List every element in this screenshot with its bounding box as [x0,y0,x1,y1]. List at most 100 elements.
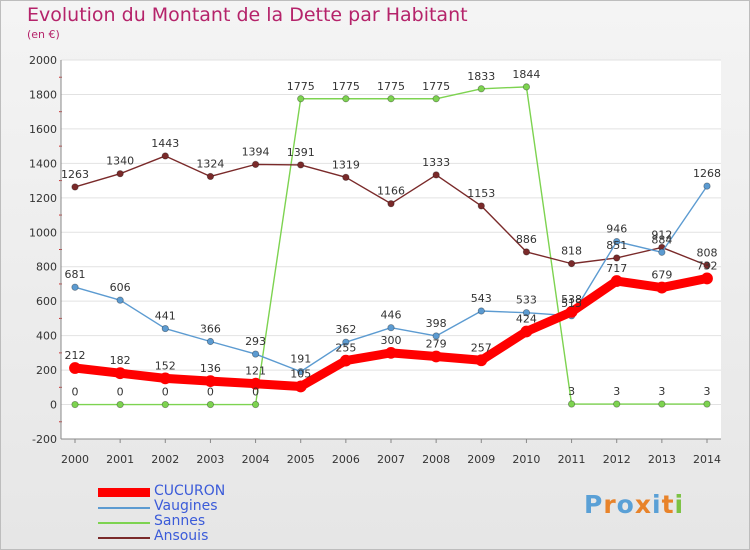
data-label: 1263 [61,168,89,181]
data-label: 1166 [377,185,405,198]
data-label: 912 [651,228,672,241]
data-point [294,380,307,393]
data-label: 851 [606,239,627,252]
data-label: 255 [335,342,356,355]
data-point [297,161,305,169]
data-point [658,248,666,256]
data-label: 681 [65,268,86,281]
data-point [71,400,79,409]
y-tick-label: 2000 [29,54,57,67]
data-point [339,354,352,367]
data-point [610,275,623,287]
data-point [432,332,440,340]
data-point [161,400,169,409]
data-point [703,261,711,269]
data-label: 279 [426,337,447,350]
data-label: 293 [245,335,266,348]
data-point [522,309,531,317]
data-point [565,305,578,318]
x-tick-label: 2014 [693,453,721,466]
y-tick-label: 800 [36,261,57,274]
data-point [703,182,711,190]
data-label: 1844 [512,68,540,81]
data-point [385,346,397,359]
data-point [522,83,531,91]
data-label: 3 [704,385,711,398]
data-point [567,400,576,408]
legend-swatch [98,537,150,539]
y-tick-label: 1000 [29,226,57,239]
y-tick-label: 1600 [29,123,57,136]
data-label: 300 [381,334,402,347]
data-point [69,362,81,374]
data-point [297,95,305,103]
data-point [522,248,531,256]
data-point [297,368,305,376]
data-label: 884 [651,233,672,246]
data-point [432,171,440,179]
data-point [251,400,260,409]
data-point [161,152,169,160]
legend-label: Ansouis [154,528,209,544]
y-tick-label: 0 [50,399,57,412]
data-label: 1775 [332,80,360,93]
data-label: 0 [252,386,259,399]
data-label: 1443 [151,137,179,150]
data-point [71,183,79,191]
data-label: 152 [155,359,176,372]
data-label: 441 [155,310,176,323]
proxiti-logo: Proxiti [584,490,684,519]
data-label: 1153 [467,187,495,200]
x-tick-label: 2003 [196,453,224,466]
data-label: 818 [561,245,582,258]
legend-swatch [98,522,150,524]
data-label: 3 [658,385,665,398]
chart-legend: CUCURON Vaugines Sannes Ansouis [98,484,318,545]
data-label: 1775 [422,80,450,93]
x-tick-label: 2012 [603,453,631,466]
x-tick-label: 2011 [558,453,586,466]
y-tick-label: 600 [36,295,57,308]
logo-letter: i [652,490,662,519]
x-tick-label: 2006 [332,453,360,466]
data-label: 533 [516,294,537,307]
x-tick-label: 2009 [467,453,495,466]
data-point [249,377,262,390]
data-label: 136 [200,362,221,375]
data-point [251,160,260,168]
data-label: 1775 [377,80,405,93]
data-label: 182 [110,354,131,367]
data-point [613,254,621,262]
data-point [204,375,217,388]
data-point [430,350,443,363]
data-point [251,350,260,358]
y-tick-label: -200 [32,433,57,446]
data-point [567,260,576,268]
data-point [71,283,79,291]
legend-item: Vaugines [98,499,318,515]
data-label: 1340 [106,155,134,168]
data-label: 679 [651,269,672,282]
y-tick-label: 1400 [29,157,57,170]
data-point [206,400,215,409]
data-label: 946 [606,223,627,236]
data-label: 606 [110,281,131,294]
logo-letter: o [616,490,635,519]
data-label: 105 [290,367,311,380]
data-point [159,372,172,385]
y-tick-label: 1800 [29,88,57,101]
y-tick-label: 400 [36,330,57,343]
data-label: 1775 [287,80,315,93]
data-label: 3 [568,385,575,398]
data-label: 0 [207,386,214,399]
data-label: 538 [561,293,582,306]
data-point [116,170,124,178]
data-label: 717 [606,262,627,275]
data-label: 0 [117,386,124,399]
data-label: 0 [72,386,79,399]
data-label: 0 [162,386,169,399]
data-point [475,354,488,367]
y-tick-label: 1200 [29,192,57,205]
data-point [114,367,127,380]
legend-swatch [98,507,150,509]
